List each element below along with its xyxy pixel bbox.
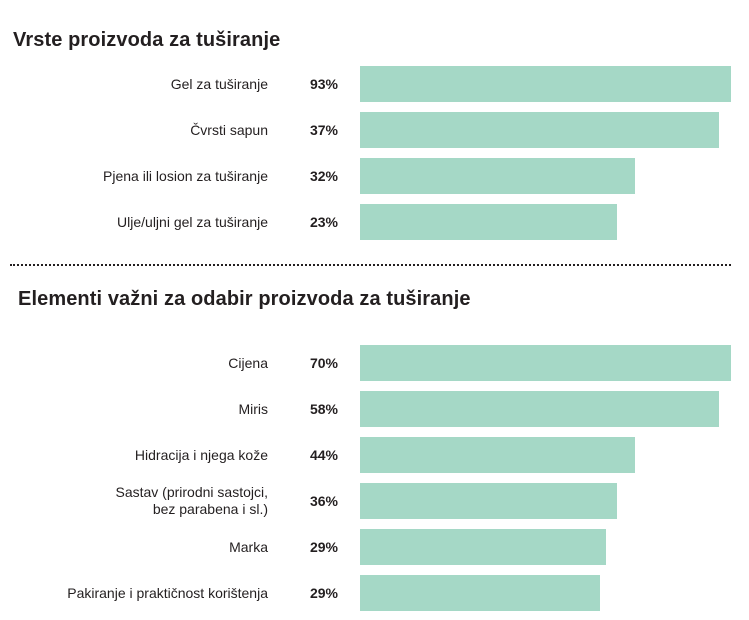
chart-row: Ulje/uljni gel za tuširanje 23%: [0, 204, 749, 240]
category-label-text: Čvrsti sapun: [190, 121, 268, 138]
category-label: Gel za tuširanje: [171, 66, 268, 102]
bar: [360, 204, 617, 240]
data-label: 23%: [309, 214, 338, 230]
chart-row: Hidracija i njega kože 44%: [0, 437, 749, 473]
bar: [360, 483, 617, 519]
bar: [360, 345, 731, 381]
chart-row: Sastav (prirodni sastojci, bez parabena …: [0, 483, 749, 519]
category-label-text: Miris: [238, 400, 268, 417]
category-label-text: Marka: [229, 538, 268, 555]
data-label: 36%: [309, 493, 338, 509]
category-label: Ulje/uljni gel za tuširanje: [117, 204, 268, 240]
category-label: Miris: [238, 391, 268, 427]
bar-chart-product-types: Gel za tuširanje 93% Čvrsti sapun 37% Pjena …: [0, 66, 749, 246]
bar: [360, 391, 719, 427]
data-label: 37%: [309, 122, 338, 138]
chart-row: Gel za tuširanje 93%: [0, 66, 749, 102]
category-label: Hidracija i njega kože: [135, 437, 268, 473]
bar-chart-selection-factors: Cijena 70% Miris 58% Hidracija i njega kože 4…: [0, 345, 749, 613]
chart-row: Marka 29%: [0, 529, 749, 565]
category-label: Marka: [229, 529, 268, 565]
bar: [360, 529, 606, 565]
chart-title-product-types: Vrste proizvoda za tuširanje: [13, 29, 281, 51]
category-label: Cijena: [228, 345, 268, 381]
category-label-text: Pjena ili losion za tuširanje: [103, 167, 268, 184]
data-label: 32%: [309, 168, 338, 184]
chart-row: Pakiranje i praktičnost korištenja 29%: [0, 575, 749, 611]
chart-row: Cijena 70%: [0, 345, 749, 381]
bar: [360, 112, 719, 148]
bar: [360, 158, 635, 194]
data-label: 29%: [309, 539, 338, 555]
category-label-text: Hidracija i njega kože: [134, 446, 268, 463]
chart-row: Pjena ili losion za tuširanje 32%: [0, 158, 749, 194]
category-label: Pjena ili losion za tuširanje: [103, 158, 268, 194]
category-label-text: Sastav (prirodni sastojci, bez parabena …: [115, 484, 268, 517]
category-label-text: Gel za tuširanje: [170, 75, 268, 92]
data-label: 29%: [309, 585, 338, 601]
bar: [360, 437, 635, 473]
data-label: 70%: [309, 355, 338, 371]
category-label: Pakiranje i praktičnost korištenja: [67, 575, 268, 611]
category-label-text: Ulje/uljni gel za tuširanje: [117, 213, 268, 230]
chart-title-selection-factors: Elementi važni za odabir proizvoda za tu…: [18, 288, 471, 310]
category-label-text: Pakiranje i praktičnost korištenja: [67, 584, 268, 601]
bar: [360, 66, 731, 102]
chart-row: Miris 58%: [0, 391, 749, 427]
bar: [360, 575, 600, 611]
category-label: Sastav (prirodni sastojci, bez parabena …: [115, 483, 268, 519]
chart-row: Čvrsti sapun 37%: [0, 112, 749, 148]
category-label: Čvrsti sapun: [190, 112, 268, 148]
dotted-divider: [10, 264, 731, 266]
category-label-text: Cijena: [228, 354, 268, 371]
data-label: 93%: [309, 76, 338, 92]
data-label: 44%: [309, 447, 338, 463]
data-label: 58%: [309, 401, 338, 417]
